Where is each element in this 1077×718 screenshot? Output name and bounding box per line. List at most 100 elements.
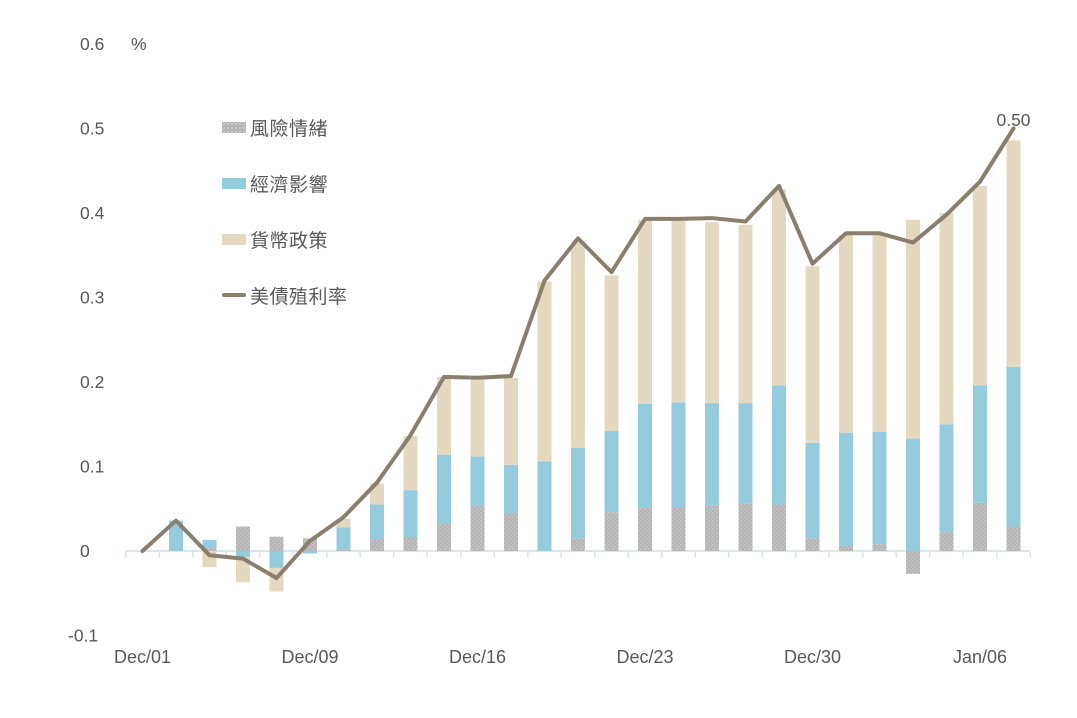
policy-swatch-icon: [222, 233, 246, 245]
legend-label-risk: 風險情緒: [250, 118, 329, 140]
y-axis-tick-label: 0.5: [80, 119, 104, 139]
bar-segment-economy: [671, 402, 686, 508]
bar-segment-policy: [403, 436, 418, 491]
bar-segment-risk: [939, 532, 954, 551]
bar-segment-economy: [772, 385, 786, 505]
bar-segment-policy: [939, 213, 954, 425]
bar-segment-risk: [370, 540, 384, 551]
x-axis-tick-label: Dec/16: [449, 647, 506, 667]
bar-segment-risk: [1006, 526, 1021, 551]
bar-segment-policy: [571, 241, 585, 448]
bar-segment-economy: [872, 431, 887, 545]
bar-segment-risk: [437, 523, 451, 551]
bar-segment-risk: [470, 505, 485, 551]
bar-segment-policy: [872, 234, 887, 432]
bar-segment-economy: [437, 454, 451, 524]
bar-segment-policy: [504, 377, 518, 465]
bar-segment-policy: [805, 266, 820, 443]
x-axis-tick-label: Dec/01: [114, 647, 171, 667]
bar-segment-economy: [370, 504, 384, 541]
bar-segment-economy: [403, 490, 418, 538]
bar-segment-risk: [805, 538, 820, 551]
bar-segment-risk: [604, 512, 619, 551]
y-axis-tick-label: 0: [80, 541, 90, 561]
bar-segment-risk: [236, 526, 250, 551]
bar-segment-economy: [202, 540, 217, 548]
bar-segment-policy: [906, 219, 920, 439]
legend-item-yield: 美債殖利率: [222, 267, 348, 323]
bar-segment-risk: [269, 536, 284, 551]
bar-segment-economy: [705, 403, 719, 506]
bar-segment-economy: [638, 403, 652, 508]
bar-segment-economy: [839, 432, 853, 546]
y-axis-unit-label: %: [131, 34, 147, 54]
bar-segment-policy: [1006, 140, 1021, 367]
bar-segment-policy: [437, 376, 451, 455]
x-axis-tick-label: Dec/09: [281, 647, 338, 667]
economy-swatch-icon: [222, 177, 246, 189]
risk-swatch-icon: [222, 121, 246, 133]
bar-segment-policy: [604, 275, 619, 432]
bar-segment-risk: [738, 503, 753, 551]
bar-segment-policy: [537, 281, 552, 462]
legend-item-risk: 風險情緒: [222, 99, 348, 155]
bar-segment-risk: [906, 551, 920, 574]
x-axis-tick-label: Dec/30: [784, 647, 841, 667]
bar-segment-economy: [1006, 366, 1021, 527]
bar-segment-policy: [336, 518, 351, 528]
yield-line: [140, 126, 1016, 581]
y-axis-tick-label: -0.1: [68, 626, 98, 646]
bar-segment-policy: [738, 224, 753, 404]
bar-segment-risk: [504, 512, 518, 551]
bar-segment-risk: [872, 544, 887, 551]
y-axis-tick-label: 0.3: [80, 288, 104, 308]
bar-segment-economy: [604, 431, 619, 513]
bar-segment-risk: [839, 545, 853, 551]
bar-segment-economy: [336, 527, 351, 550]
bar-segment-policy: [772, 189, 786, 386]
bar-segment-economy: [269, 551, 284, 568]
legend-label-economy: 經濟影響: [250, 174, 329, 196]
bar-segment-risk: [571, 538, 585, 551]
y-axis-tick-label: 0.2: [80, 372, 104, 392]
yield-line-swatch-icon: [222, 293, 246, 297]
bar-segment-risk: [638, 507, 652, 551]
bar-segment-risk: [303, 538, 317, 551]
bar-segment-policy: [839, 234, 853, 433]
bar-segment-policy: [638, 219, 652, 404]
bar-segment-risk: [403, 537, 418, 551]
bar-segment-economy: [169, 520, 183, 551]
bar-segment-risk: [772, 504, 786, 551]
legend-item-policy: 貨幣政策: [222, 211, 348, 267]
bar-segment-economy: [973, 385, 987, 503]
legend-item-economy: 經濟影響: [222, 155, 348, 211]
bar-segment-economy: [571, 447, 585, 539]
legend-label-policy: 貨幣政策: [250, 230, 329, 252]
bar-segment-policy: [973, 185, 987, 386]
bar-segment-risk: [336, 549, 351, 551]
bar-segment-economy: [303, 551, 317, 554]
bar-segment-economy: [537, 461, 552, 551]
bar-segment-economy: [504, 464, 518, 513]
x-axis-tick-label: Dec/23: [616, 647, 673, 667]
bar-segment-risk: [202, 547, 217, 551]
bar-segment-policy: [236, 556, 250, 583]
bar-segment-risk: [671, 507, 686, 551]
bar-segment-policy: [705, 222, 719, 404]
bar-segment-risk: [705, 505, 719, 551]
bar-segment-economy: [939, 424, 954, 533]
legend-label-yield: 美債殖利率: [250, 286, 348, 308]
line-end-value-label: 0.50: [996, 110, 1030, 130]
bar-segment-risk: [973, 502, 987, 551]
bar-segment-economy: [236, 551, 250, 557]
y-axis-tick-label: 0.6: [80, 34, 104, 54]
bar-segment-economy: [805, 442, 820, 539]
y-axis-tick-label: 0.1: [80, 457, 104, 477]
bar-segment-policy: [470, 379, 485, 457]
chart-legend: 風險情緒 經濟影響 貨幣政策 美債殖利率: [222, 99, 348, 323]
bar-segment-economy: [470, 456, 485, 506]
bar-segment-policy: [671, 220, 686, 403]
bar-segment-economy: [738, 403, 753, 504]
